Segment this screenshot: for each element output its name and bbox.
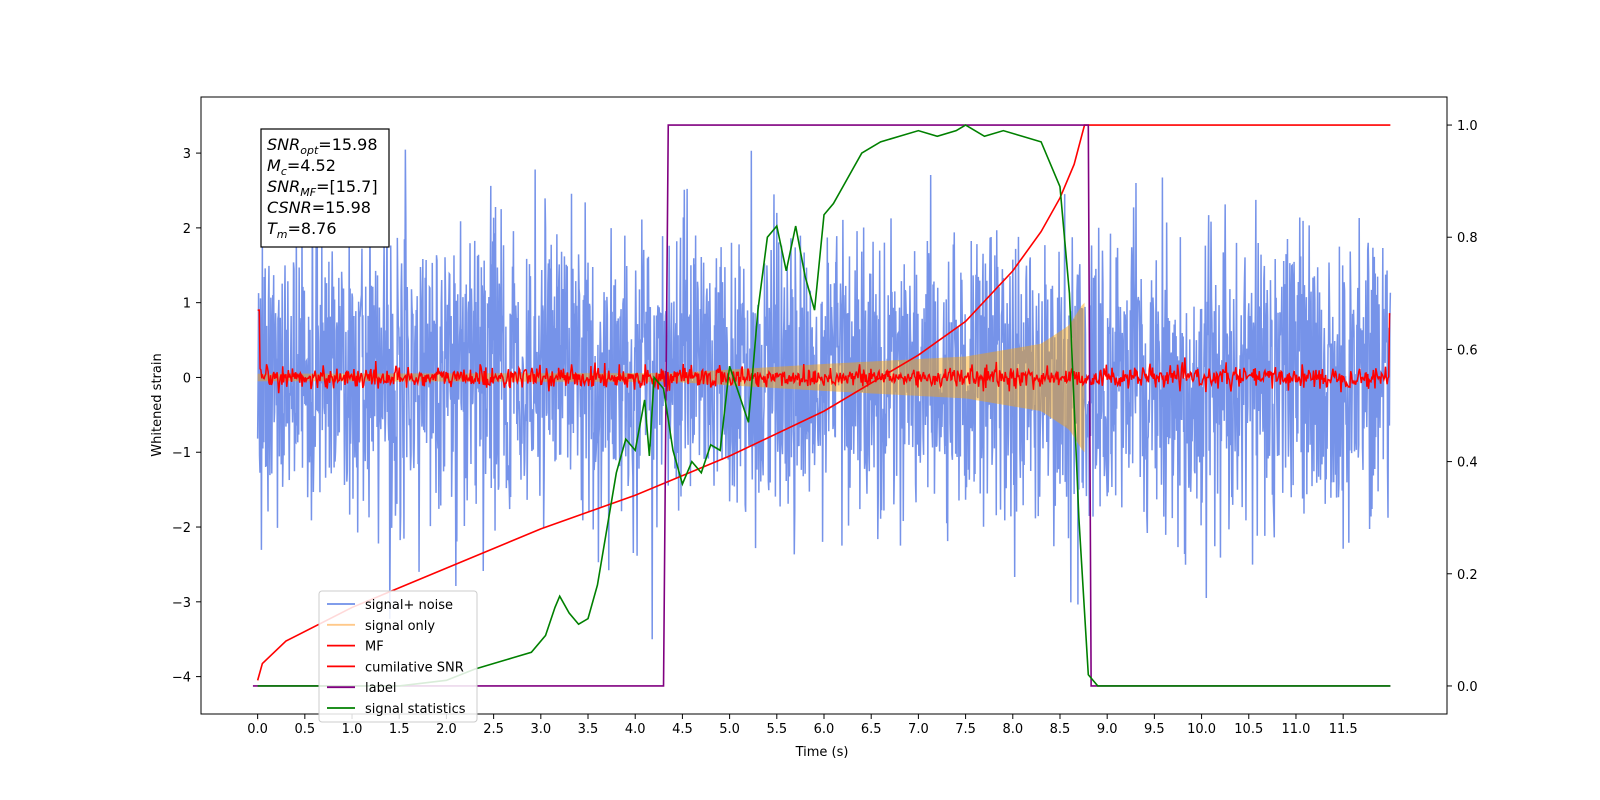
annotation-line: CSNR=15.98	[267, 198, 371, 217]
y-right-tick-label: 0.2	[1457, 568, 1478, 583]
y-left-tick-label: −4	[172, 671, 191, 686]
x-tick-label: 3.0	[530, 722, 551, 737]
annotation-line: Mc=4.52	[267, 156, 336, 178]
x-tick-label: 8.5	[1050, 722, 1071, 737]
y-right-tick-label: 1.0	[1457, 119, 1478, 134]
series-signal-statistics-line	[257, 124, 1391, 687]
x-tick-label: 2.5	[483, 722, 504, 737]
x-tick-label: 11.5	[1329, 722, 1358, 737]
legend-entry: label	[365, 681, 396, 696]
x-tick-label: 7.5	[955, 722, 976, 737]
x-tick-label: 11.0	[1281, 722, 1310, 737]
x-tick-label: 1.0	[342, 722, 363, 737]
annotation-frame	[260, 128, 390, 248]
x-axis-ticks: 0.0 0.5 1.0 1.5 2.0 2.5 3.0 3.5 4.0 4.5 5.0 5.5 6.0 6…	[247, 714, 1358, 737]
legend-entry: MF	[365, 640, 384, 655]
y-axis-label: Whitened strain	[150, 353, 165, 456]
legend-frame	[318, 590, 478, 723]
x-tick-label: 9.5	[1144, 722, 1165, 737]
x-tick-label: 2.0	[436, 722, 457, 737]
annotation-line: SNRopt=15.98	[267, 135, 378, 157]
legend-entry: signal+ noise	[365, 598, 453, 613]
series-signal-noise-line	[256, 149, 1392, 640]
x-tick-label: 0.0	[247, 722, 268, 737]
x-tick-label: 4.5	[672, 722, 693, 737]
x-tick-label: 6.5	[861, 722, 882, 737]
y-axis-right-ticks: 1.0 0.8 0.6 0.4 0.2 0.0	[1447, 119, 1478, 695]
y-right-tick-label: 0.4	[1457, 456, 1478, 471]
y-left-tick-label: −2	[172, 521, 191, 536]
x-tick-label: 5.0	[719, 722, 740, 737]
annotation-line: Tm=8.76	[267, 219, 337, 241]
y-left-tick-label: −3	[172, 596, 191, 611]
y-left-tick-label: 3	[183, 147, 191, 162]
y-left-tick-label: −1	[172, 446, 191, 461]
legend-entry: cumilative SNR	[365, 660, 464, 675]
y-right-tick-label: 0.8	[1457, 231, 1478, 246]
x-tick-label: 9.0	[1097, 722, 1118, 737]
y-left-tick-label: 1	[183, 297, 191, 312]
x-tick-label: 7.0	[908, 722, 929, 737]
y-left-tick-label: 2	[183, 222, 191, 237]
legend: signal+ noise signal only MF cumilative SNR…	[318, 590, 478, 723]
legend-entry: signal only	[365, 619, 435, 634]
x-tick-label: 1.5	[389, 722, 410, 737]
annotation-line: SNRMF=[15.7]	[267, 177, 378, 199]
y-left-tick-label: 0	[183, 371, 191, 386]
x-axis-label: Time (s)	[795, 745, 849, 760]
y-axis-left-ticks: 3 2 1 0 −1 −2 −3 −4	[172, 147, 201, 686]
annotation-box: SNRopt=15.98Mc=4.52SNRMF=[15.7]CSNR=15.9…	[260, 128, 390, 248]
x-tick-label: 10.5	[1234, 722, 1263, 737]
x-tick-label: 0.5	[294, 722, 315, 737]
y-right-tick-label: 0.0	[1457, 680, 1478, 695]
x-tick-label: 6.0	[814, 722, 835, 737]
series-mf-line	[257, 309, 1391, 394]
x-tick-label: 3.5	[578, 722, 599, 737]
x-tick-label: 4.0	[625, 722, 646, 737]
x-tick-label: 10.0	[1187, 722, 1216, 737]
x-tick-label: 5.5	[766, 722, 787, 737]
x-tick-label: 8.0	[1002, 722, 1023, 737]
y-right-tick-label: 0.6	[1457, 343, 1478, 358]
legend-entry: signal statistics	[365, 702, 466, 717]
